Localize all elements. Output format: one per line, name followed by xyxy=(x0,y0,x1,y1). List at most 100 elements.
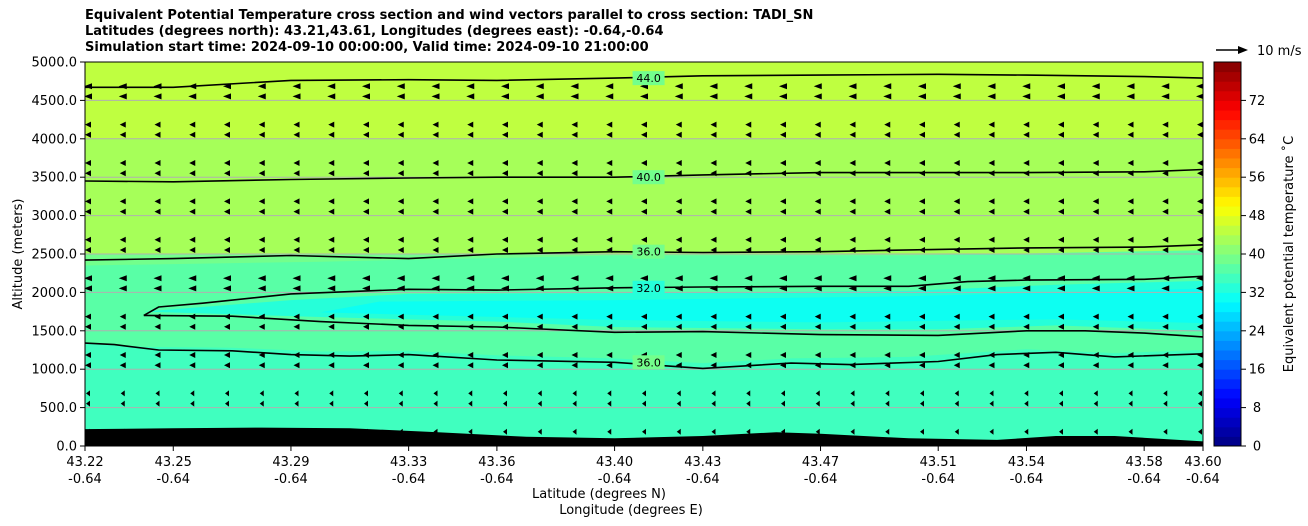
wind-arrow xyxy=(779,83,787,90)
wind-arrow xyxy=(1058,313,1064,320)
wind-arrow xyxy=(258,198,265,205)
wind-arrow xyxy=(293,236,300,243)
wind-arrow xyxy=(1197,313,1203,320)
colorbar-segment xyxy=(1214,110,1241,121)
wind-arrow xyxy=(746,428,751,435)
wind-arrow xyxy=(155,390,160,397)
wind-arrow xyxy=(85,323,91,330)
wind-arrow xyxy=(953,121,960,128)
wind-arrow xyxy=(1057,285,1065,292)
colorbar-segment xyxy=(1214,90,1241,101)
wind-arrow xyxy=(814,121,821,128)
wind-arrow xyxy=(502,131,508,138)
wind-arrow xyxy=(745,170,752,177)
x-axis-label-lon: Longitude (degrees E) xyxy=(559,503,703,518)
wind-arrow xyxy=(328,170,335,177)
wind-arrow xyxy=(503,390,507,397)
wind-arrow xyxy=(396,275,405,282)
wind-arrow xyxy=(1023,236,1030,243)
wind-arrow xyxy=(606,247,613,253)
wind-arrow xyxy=(502,323,508,330)
wind-arrow xyxy=(257,285,266,292)
wind-arrow xyxy=(1162,170,1169,177)
wind-arrow xyxy=(119,170,126,177)
wind-arrow xyxy=(676,428,681,435)
wind-arrow xyxy=(953,170,960,177)
wind-arrow xyxy=(1162,131,1169,138)
wind-arrow xyxy=(153,83,162,90)
x-tick-label-lat: 43.43 xyxy=(684,455,721,470)
wind-arrow xyxy=(467,352,474,358)
wind-arrow xyxy=(1196,93,1203,100)
wind-arrow xyxy=(363,247,369,253)
colorbar-segment xyxy=(1214,244,1241,255)
wind-arrow xyxy=(362,93,370,100)
wind-arrow xyxy=(954,400,959,407)
colorbar-segment xyxy=(1214,138,1241,149)
wind-arrow xyxy=(328,160,335,166)
wind-arrow xyxy=(1057,93,1065,100)
wind-arrow xyxy=(953,362,960,369)
x-tick-label-lat: 43.60 xyxy=(1184,455,1221,470)
wind-arrow xyxy=(86,400,90,407)
wind-arrow xyxy=(155,400,160,407)
wind-arrow xyxy=(328,362,335,369)
wind-arrow xyxy=(675,236,682,243)
wind-arrow xyxy=(1022,275,1031,282)
colorbar-segment xyxy=(1214,186,1241,197)
colorbar-segment xyxy=(1214,177,1241,188)
wind-arrow xyxy=(432,160,439,166)
wind-arrow xyxy=(954,390,959,397)
wind-arrow xyxy=(1058,352,1064,358)
wind-arrow xyxy=(433,390,438,397)
wind-arrow xyxy=(467,323,474,330)
wind-arrow xyxy=(431,93,440,100)
wind-arrow xyxy=(675,208,682,215)
colorbar-segment xyxy=(1214,417,1241,428)
wind-arrow xyxy=(1127,121,1134,128)
wind-arrow xyxy=(779,285,787,292)
wind-arrow xyxy=(154,323,161,330)
wind-arrow xyxy=(467,131,474,138)
wind-arrow xyxy=(154,352,161,358)
colorbar-segment xyxy=(1214,426,1241,437)
wind-arrow xyxy=(988,131,995,138)
wind-arrow xyxy=(813,93,822,100)
wind-arrow xyxy=(883,93,892,100)
wind-arrow xyxy=(571,170,578,177)
wind-arrow xyxy=(1127,198,1134,205)
wind-arrow xyxy=(1023,198,1030,205)
wind-key-label: 10 m/s xyxy=(1257,44,1302,59)
wind-arrow xyxy=(293,160,300,166)
x-tick-label-lat: 43.47 xyxy=(802,455,839,470)
wind-arrow xyxy=(675,121,682,128)
colorbar-tick-label: 56 xyxy=(1249,171,1266,186)
colorbar-tick-label: 0 xyxy=(1253,440,1261,455)
wind-arrow xyxy=(814,160,821,166)
wind-arrow xyxy=(536,247,543,253)
colorbar-tick-label: 24 xyxy=(1249,324,1266,339)
wind-arrow xyxy=(711,428,716,435)
wind-arrow xyxy=(189,352,196,358)
wind-arrow xyxy=(989,428,994,435)
wind-arrow xyxy=(1127,236,1134,243)
wind-arrow xyxy=(327,93,336,100)
wind-arrow xyxy=(640,93,648,100)
colorbar-label: Equivalent potential temperature ˚C xyxy=(1281,136,1297,372)
wind-arrow xyxy=(779,93,787,100)
wind-arrow xyxy=(988,121,995,128)
wind-arrow xyxy=(1092,198,1099,205)
wind-arrow xyxy=(745,198,752,205)
wind-arrow xyxy=(1162,362,1169,369)
wind-arrow xyxy=(850,428,855,435)
wind-arrow xyxy=(570,275,579,282)
wind-arrow xyxy=(1163,390,1168,397)
x-tick-label-lat: 43.25 xyxy=(155,455,192,470)
colorbar-segment xyxy=(1214,398,1241,409)
wind-arrow xyxy=(570,93,579,100)
wind-arrow xyxy=(571,352,578,358)
wind-arrow xyxy=(258,170,265,177)
wind-arrow xyxy=(745,131,752,138)
wind-arrow xyxy=(1058,236,1064,243)
wind-arrow xyxy=(501,285,509,292)
